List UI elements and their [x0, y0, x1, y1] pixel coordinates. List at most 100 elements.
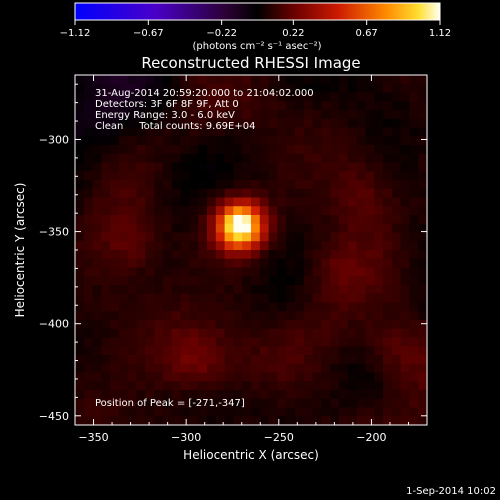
heatmap-cell — [400, 232, 410, 242]
heatmap-cell — [259, 381, 269, 391]
heatmap-cell — [163, 258, 173, 268]
heatmap-cell — [189, 171, 199, 181]
heatmap-cell — [198, 92, 208, 102]
heatmap-cell — [215, 320, 225, 330]
heatmap-cell — [268, 162, 278, 172]
heatmap-cell — [374, 372, 384, 382]
heatmap-cell — [189, 346, 199, 356]
heatmap-cell — [189, 101, 199, 111]
heatmap-cell — [145, 232, 155, 242]
heatmap-cell — [215, 293, 225, 303]
heatmap-cell — [268, 153, 278, 163]
heatmap-cell — [171, 267, 181, 277]
heatmap-cell — [295, 241, 305, 251]
heatmap-cell — [180, 250, 190, 260]
heatmap-cell — [145, 293, 155, 303]
heatmap-cell — [347, 83, 357, 93]
heatmap-cell — [136, 206, 146, 216]
heatmap-cell — [251, 407, 261, 417]
heatmap-cell — [383, 416, 393, 425]
heatmap-cell — [409, 127, 419, 137]
heatmap-cell — [409, 101, 419, 111]
heatmap-cell — [400, 276, 410, 286]
heatmap-cell — [400, 372, 410, 382]
heatmap-cell — [391, 197, 401, 207]
heatmap-cell — [286, 75, 296, 85]
heatmap-cell — [409, 320, 419, 330]
heatmap-cell — [171, 83, 181, 93]
heatmap-cell — [400, 363, 410, 373]
heatmap-cell — [259, 258, 269, 268]
heatmap-cell — [409, 293, 419, 303]
heatmap-cell — [330, 75, 340, 85]
heatmap-cell — [136, 153, 146, 163]
colorbar-gradient — [74, 2, 441, 21]
heatmap-cell — [75, 372, 85, 382]
heatmap-cell — [180, 328, 190, 338]
heatmap-cell — [198, 372, 208, 382]
heatmap-cell — [215, 346, 225, 356]
heatmap-cell — [312, 328, 322, 338]
heatmap-cell — [303, 197, 313, 207]
heatmap-cell — [119, 145, 129, 155]
heatmap-cell — [277, 223, 287, 233]
heatmap-cell — [127, 363, 137, 373]
heatmap-cell — [215, 416, 225, 425]
heatmap-cell — [154, 110, 164, 120]
heatmap-cell — [259, 416, 269, 425]
heatmap-cell — [312, 215, 322, 225]
heatmap-cell — [312, 372, 322, 382]
heatmap-cell — [383, 258, 393, 268]
heatmap-cell — [119, 346, 129, 356]
heatmap-cell — [286, 136, 296, 146]
heatmap-cell — [233, 285, 243, 295]
heatmap-cell — [127, 407, 137, 417]
heatmap-cell — [330, 101, 340, 111]
heatmap-cell — [383, 127, 393, 137]
heatmap-cell — [330, 346, 340, 356]
heatmap-cell — [409, 267, 419, 277]
heatmap-cell — [136, 416, 146, 425]
heatmap-cell — [259, 180, 269, 190]
heatmap-cell — [268, 381, 278, 391]
heatmap-cell — [251, 162, 261, 172]
heatmap-cell — [180, 285, 190, 295]
heatmap-cell — [180, 75, 190, 85]
heatmap-cell — [374, 188, 384, 198]
heatmap-cell — [268, 101, 278, 111]
heatmap-cell — [127, 101, 137, 111]
heatmap-cell — [83, 276, 93, 286]
heatmap-cell — [286, 346, 296, 356]
heatmap-cell — [110, 372, 120, 382]
heatmap-cell — [180, 215, 190, 225]
heatmap-cell — [418, 258, 427, 268]
heatmap-cell — [277, 232, 287, 242]
heatmap-cell — [189, 188, 199, 198]
heatmap-cell — [303, 127, 313, 137]
heatmap-cell — [171, 363, 181, 373]
heatmap-cell — [347, 197, 357, 207]
heatmap-cell — [286, 398, 296, 408]
heatmap-cell — [268, 407, 278, 417]
heatmap-cell — [356, 127, 366, 137]
heatmap-cell — [189, 232, 199, 242]
heatmap-cell — [101, 267, 111, 277]
heatmap-cell — [119, 188, 129, 198]
heatmap-cell — [224, 250, 234, 260]
heatmap-cell — [321, 398, 331, 408]
heatmap-cell — [163, 153, 173, 163]
heatmap-cell — [330, 153, 340, 163]
heatmap-cell — [83, 197, 93, 207]
heatmap-cell — [268, 223, 278, 233]
heatmap-cell — [198, 232, 208, 242]
heatmap-cell — [110, 293, 120, 303]
heatmap-cell — [207, 398, 217, 408]
heatmap-cell — [277, 206, 287, 216]
heatmap-cell — [119, 241, 129, 251]
heatmap-cell — [347, 127, 357, 137]
heatmap-cell — [101, 232, 111, 242]
heatmap-cell — [374, 223, 384, 233]
heatmap-cell — [251, 311, 261, 321]
heatmap-cell — [312, 153, 322, 163]
